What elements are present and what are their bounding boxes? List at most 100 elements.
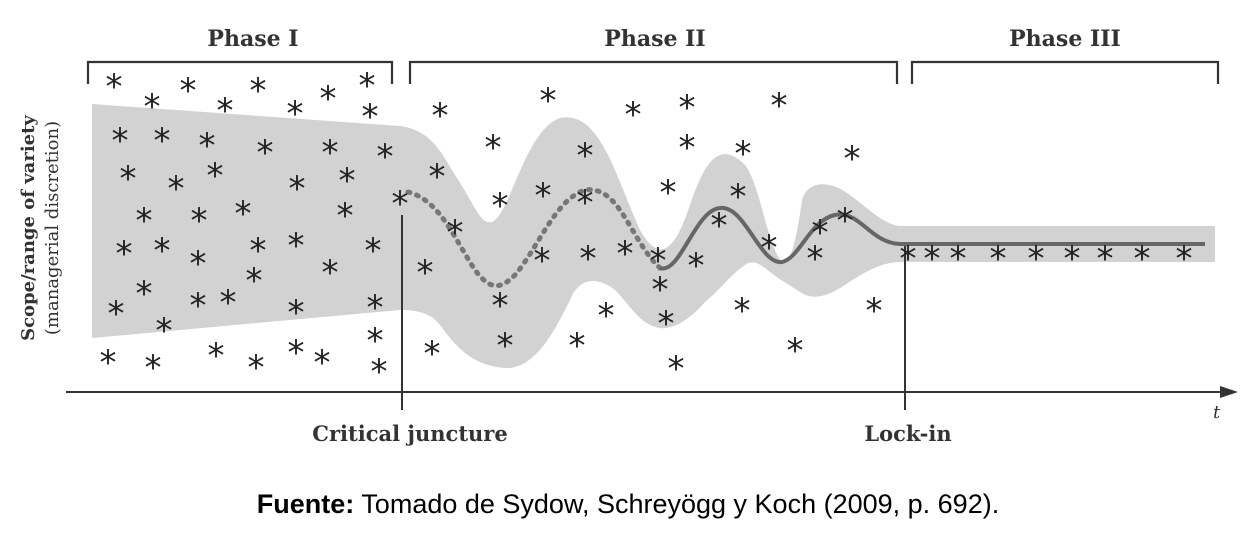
alternative-star: *: [924, 239, 941, 279]
critical-juncture-label: Critical juncture: [312, 421, 507, 446]
alternative-star: *: [190, 286, 207, 326]
alternative-star: *: [289, 169, 306, 209]
phase-1-label: Phase I: [207, 26, 298, 52]
alternative-star: *: [492, 186, 509, 226]
y-axis-label: Scope/range of variety: [18, 115, 39, 341]
alternative-star: *: [288, 226, 305, 266]
alternative-star: *: [154, 231, 171, 271]
alternative-star: *: [154, 121, 171, 161]
alternative-star: *: [136, 201, 153, 241]
alternative-star: *: [288, 333, 305, 373]
caption-label: Fuente:: [256, 489, 355, 519]
alternative-star: *: [156, 311, 173, 351]
alternative-star: *: [844, 139, 861, 179]
alternative-star: *: [497, 326, 514, 366]
alternative-star: *: [191, 201, 208, 241]
alternative-star: *: [287, 94, 304, 134]
alternative-star: *: [190, 244, 207, 284]
alternative-star: *: [598, 296, 615, 336]
alternative-star: *: [771, 86, 788, 126]
alternative-star: *: [534, 241, 551, 281]
alternative-star: *: [577, 136, 594, 176]
alternative-star: *: [429, 157, 446, 197]
alternative-star: *: [447, 213, 464, 253]
alternative-star: *: [106, 67, 123, 107]
figure-caption: Fuente: Tomado de Sydow, Schreyögg y Koc…: [0, 489, 1256, 520]
alternative-star: *: [359, 66, 376, 106]
alternative-star: *: [207, 156, 224, 196]
alternative-star: *: [734, 291, 751, 331]
phase-1-bracket: [86, 60, 394, 84]
alternative-star: *: [246, 261, 263, 301]
alternative-star: *: [208, 336, 225, 376]
alternative-star: *: [424, 334, 441, 374]
variety-band: [92, 104, 1215, 369]
alternative-star: *: [807, 239, 824, 279]
lock-in-label: Lock-in: [864, 421, 951, 446]
alternative-star: *: [711, 206, 728, 246]
alternative-star: *: [100, 343, 117, 383]
alternative-star: *: [371, 352, 388, 392]
alternative-star: *: [1176, 239, 1193, 279]
alternative-star: *: [116, 234, 133, 274]
alternative-star: *: [288, 293, 305, 333]
caption-text: Tomado de Sydow, Schreyögg y Koch (2009,…: [354, 489, 1000, 519]
alternative-star: *: [180, 71, 197, 111]
alternatives-stars: * * * * ** * *** * * * * ** * * * ** * * * ** * * * * ** * ** ** * * *…: [100, 66, 1193, 392]
alternative-star: *: [688, 246, 705, 286]
alternative-star: *: [248, 348, 265, 388]
alternative-star: *: [735, 134, 752, 174]
alternative-star: *: [730, 177, 747, 217]
time-axis-arrow: [1220, 386, 1238, 398]
alternative-star: *: [322, 133, 339, 173]
phase-3-bracket: [910, 60, 1220, 84]
alternative-star: *: [761, 228, 778, 268]
alternative-star: *: [199, 126, 216, 166]
alternative-star: *: [900, 239, 917, 279]
y-axis-sublabel: (managerial discretion): [42, 121, 63, 335]
alternative-star: *: [535, 176, 552, 216]
alternative-star: *: [392, 184, 409, 224]
alternative-star: *: [787, 331, 804, 371]
alternative-star: *: [235, 194, 252, 234]
alternative-star: *: [950, 239, 967, 279]
alternative-star: *: [1028, 239, 1045, 279]
alternative-star: *: [679, 88, 696, 128]
alternative-star: *: [136, 274, 153, 314]
alternative-star: *: [432, 96, 449, 136]
phase-3-label: Phase III: [1009, 26, 1121, 52]
alternative-star: *: [120, 159, 137, 199]
alternative-star: *: [1134, 239, 1151, 279]
alternative-star: *: [377, 137, 394, 177]
alternative-star: *: [577, 183, 594, 223]
phase-2-bracket: [408, 60, 899, 84]
alternative-star: *: [617, 234, 634, 274]
path-dependence-diagram: Phase I Phase II Phase III Scope/range o…: [18, 26, 1238, 446]
alternative-star: *: [837, 201, 854, 241]
alternative-star: *: [144, 87, 161, 127]
alternative-star: *: [990, 239, 1007, 279]
alternative-star: *: [322, 253, 339, 293]
alternative-star: *: [337, 196, 354, 236]
alternative-star: *: [362, 97, 379, 137]
alternative-star: *: [367, 288, 384, 328]
alternative-star: *: [112, 121, 129, 161]
alternative-star: *: [145, 348, 162, 388]
alternative-star: *: [168, 169, 185, 209]
alternative-star: *: [417, 253, 434, 293]
alternative-star: *: [866, 291, 883, 331]
alternative-star: *: [108, 294, 125, 334]
alternative-star: *: [1097, 239, 1114, 279]
alternative-star: *: [367, 321, 384, 361]
alternative-star: *: [217, 91, 234, 131]
alternative-star: *: [250, 231, 267, 271]
alternative-star: *: [365, 231, 382, 271]
phase-brackets: [86, 60, 1220, 84]
alternative-star: *: [257, 133, 274, 173]
alternative-star: *: [812, 213, 829, 253]
alternative-star: *: [540, 81, 557, 121]
alternative-star: *: [660, 173, 677, 213]
alternative-star: *: [220, 283, 237, 323]
alternative-star: *: [650, 241, 667, 281]
alternative-star: *: [492, 286, 509, 326]
